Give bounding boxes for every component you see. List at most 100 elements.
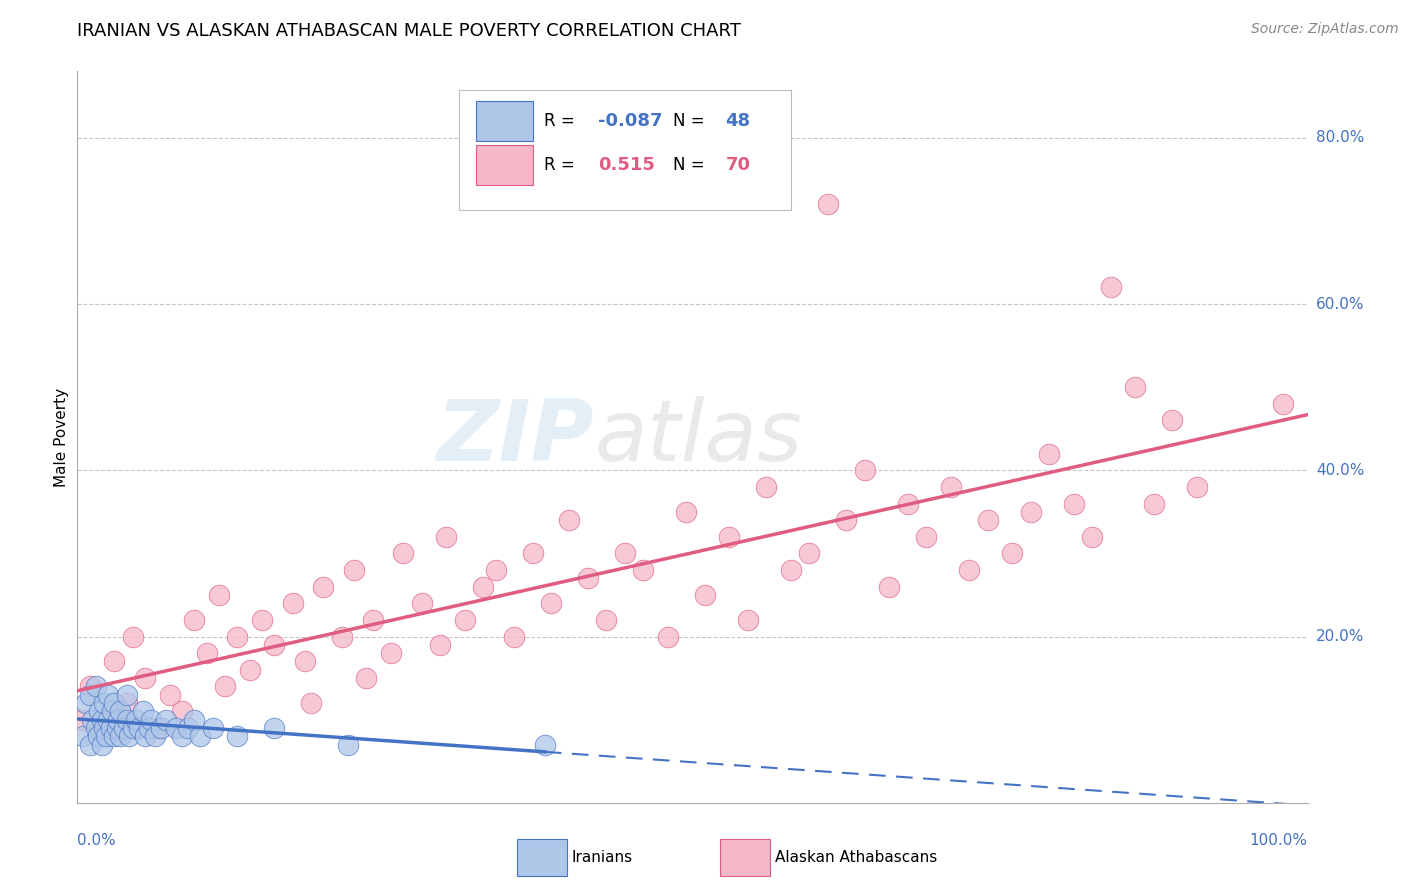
Point (780, 563, 803, 577)
Point (208, 588, 231, 602)
Point (72, 713, 94, 727)
Point (312, 580, 335, 594)
Point (879, 580, 901, 594)
Point (165, 721, 187, 735)
Point (146, 721, 169, 735)
Text: -0.087: -0.087 (598, 112, 662, 130)
Point (939, 480, 962, 494)
FancyBboxPatch shape (477, 102, 533, 141)
Point (429, 638, 451, 652)
Point (343, 563, 366, 577)
Point (633, 563, 655, 577)
Point (454, 613, 477, 627)
Text: 40.0%: 40.0% (1316, 463, 1364, 478)
Point (89, 705, 111, 719)
Point (1185, 480, 1208, 494)
Point (107, 713, 129, 727)
Point (90, 738, 114, 752)
Point (485, 563, 508, 577)
Point (503, 630, 526, 644)
Point (79, 738, 101, 752)
Point (170, 705, 193, 719)
Point (121, 630, 143, 644)
Point (239, 663, 262, 677)
Text: 80.0%: 80.0% (1316, 130, 1364, 145)
Point (188, 729, 212, 743)
Point (250, 613, 273, 627)
Point (294, 655, 316, 669)
Point (226, 630, 249, 644)
Point (101, 705, 124, 719)
Point (299, 696, 322, 710)
Point (90, 729, 114, 743)
Point (755, 480, 778, 494)
Text: 100.0%: 100.0% (1250, 833, 1308, 848)
Point (1019, 505, 1042, 519)
Text: ZIP: ZIP (436, 395, 595, 479)
Point (977, 513, 1000, 527)
Point (97, 688, 120, 702)
FancyBboxPatch shape (458, 90, 792, 211)
Point (1125, 380, 1147, 394)
Point (79, 688, 101, 702)
Point (657, 630, 679, 644)
Point (718, 530, 741, 544)
Point (226, 729, 249, 743)
Point (1001, 546, 1024, 560)
Point (1161, 413, 1184, 427)
Text: N =: N = (673, 156, 710, 174)
Point (94, 729, 117, 743)
FancyBboxPatch shape (720, 839, 770, 876)
Point (1272, 397, 1295, 411)
Point (115, 696, 138, 710)
Point (72, 729, 94, 743)
Point (87, 729, 110, 743)
Point (93, 721, 115, 735)
Point (79, 680, 101, 694)
Point (897, 497, 920, 511)
Point (915, 530, 938, 544)
Point (675, 505, 697, 519)
Point (693, 588, 716, 602)
FancyBboxPatch shape (477, 145, 533, 185)
Point (93, 696, 115, 710)
Point (75, 696, 97, 710)
Point (112, 721, 135, 735)
Text: 0.515: 0.515 (598, 156, 655, 174)
Text: 0.0%: 0.0% (77, 833, 117, 848)
Point (201, 721, 224, 735)
Text: Iranians: Iranians (572, 850, 633, 865)
Point (150, 721, 173, 735)
Point (356, 671, 378, 685)
Point (159, 688, 181, 702)
Point (540, 596, 562, 610)
Point (522, 546, 544, 560)
Point (82, 713, 104, 727)
Point (737, 613, 759, 627)
Text: R =: R = (544, 112, 579, 130)
Y-axis label: Male Poverty: Male Poverty (53, 387, 69, 487)
Point (1038, 447, 1060, 461)
Point (100, 721, 122, 735)
Point (1099, 280, 1122, 294)
Point (330, 630, 353, 644)
Point (595, 613, 617, 627)
Point (177, 721, 200, 735)
Text: 20.0%: 20.0% (1316, 629, 1364, 644)
Text: 48: 48 (725, 112, 751, 130)
Point (170, 729, 193, 743)
Point (534, 738, 557, 752)
Point (380, 646, 402, 660)
Point (84, 680, 107, 694)
Point (118, 729, 141, 743)
Point (558, 513, 581, 527)
Point (853, 463, 876, 477)
Text: IRANIAN VS ALASKAN ATHABASCAN MALE POVERTY CORRELATION CHART: IRANIAN VS ALASKAN ATHABASCAN MALE POVER… (77, 22, 741, 40)
Point (281, 596, 304, 610)
Point (90, 713, 114, 727)
Point (115, 713, 138, 727)
Point (576, 571, 599, 585)
Point (183, 713, 205, 727)
Text: Alaskan Athabascans: Alaskan Athabascans (775, 850, 938, 865)
Point (128, 721, 150, 735)
